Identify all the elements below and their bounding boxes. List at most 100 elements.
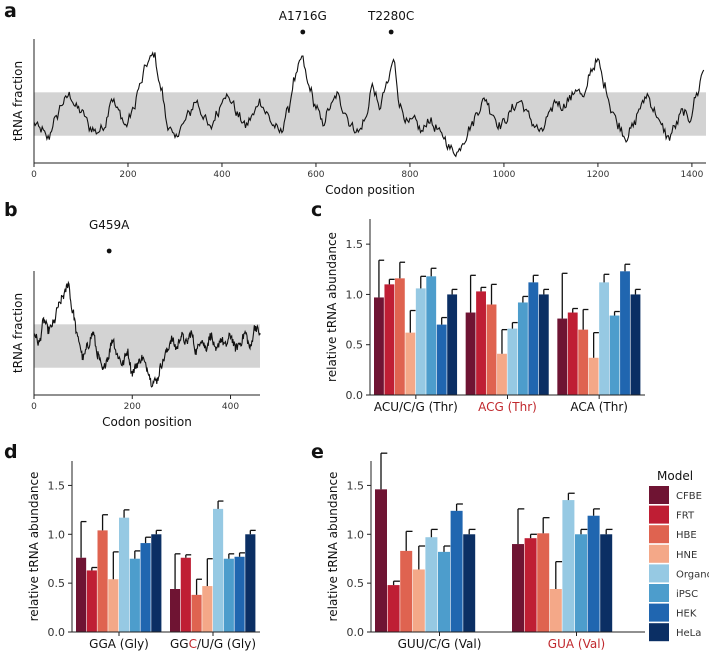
bar-organoids	[213, 508, 224, 632]
y-axis-label-c: relative tRNA abundance	[325, 232, 339, 382]
legend-entry-cfbe: CFBE	[676, 491, 702, 502]
bar-hbe	[537, 533, 550, 632]
bar-ipsc	[426, 276, 437, 395]
bar-frt	[180, 557, 191, 632]
bar-cfbe	[170, 589, 181, 632]
bar-frt	[86, 570, 97, 632]
bar-hbe	[578, 329, 589, 395]
bar-ipsc	[609, 315, 620, 395]
bar-cfbe	[374, 297, 384, 395]
bar-hela	[447, 294, 458, 395]
bar-frt	[567, 312, 578, 395]
bar-hela	[245, 534, 256, 632]
x-tick-label-a: 0	[31, 170, 37, 180]
bar-hela	[538, 294, 549, 395]
legend-entry-hela: HeLa	[676, 628, 701, 639]
bar-ipsc	[517, 302, 528, 395]
bar-frt	[524, 538, 537, 632]
x-tick-label-part: GUA (Val)	[548, 637, 605, 651]
x-tick-label-e: GUA (Val)	[548, 637, 605, 651]
mutation-label: G459A	[89, 218, 130, 232]
bar-ipsc	[438, 551, 450, 632]
bar-hne	[549, 589, 562, 632]
x-tick-label-c: ACA (Thr)	[570, 400, 628, 414]
y-tick-label-e: 0.5	[347, 577, 365, 590]
bar-cfbe	[465, 312, 476, 395]
bar-ipsc	[223, 558, 234, 632]
x-tick-label-a: 1000	[492, 170, 515, 180]
bar-hne	[588, 357, 599, 395]
x-tick-label-a: 1400	[680, 170, 703, 180]
x-tick-label-c: ACG (Thr)	[478, 400, 537, 414]
legend-swatch-hek	[649, 603, 669, 622]
bar-organoids	[425, 537, 438, 632]
x-tick-label-d: GGA (Gly)	[89, 637, 149, 651]
bar-hne	[497, 353, 507, 395]
reference-band-b	[34, 324, 260, 368]
y-tick-label-d: 0.5	[48, 577, 66, 590]
legend: Model CFBE FRT HBE HNE Organoids iPSC HEK HeLa	[649, 469, 709, 642]
x-tick-label-part: ACU/C/G (Thr)	[374, 400, 458, 414]
mutation-label: A1716G	[279, 9, 327, 23]
legend-entry-ipsc: iPSC	[676, 589, 698, 600]
legend-swatch-organoids	[649, 564, 669, 583]
legend-swatch-frt	[649, 505, 669, 524]
x-tick-label-part: GG	[170, 637, 189, 651]
bar-hela	[151, 534, 162, 632]
bar-cfbe	[512, 544, 524, 632]
bar-hbe	[486, 304, 497, 395]
legend-swatch-hela	[649, 623, 669, 642]
data-line-b	[33, 280, 261, 388]
x-tick-label-b: 200	[124, 402, 141, 412]
x-tick-label-a: 400	[213, 170, 230, 180]
bar-organoids	[562, 500, 575, 632]
bar-hbe	[97, 530, 108, 632]
x-tick-label-a: 1200	[586, 170, 609, 180]
x-axis-label-b: Codon position	[102, 415, 192, 429]
panel-label-d: d	[4, 441, 18, 463]
panel-label-e: e	[311, 441, 324, 463]
bar-cfbe	[76, 557, 87, 632]
x-tick-label-part: GGA (Gly)	[89, 637, 149, 651]
legend-swatch-cfbe	[649, 486, 669, 504]
legend-entry-frt: FRT	[676, 511, 695, 522]
y-tick-label-c: 0.0	[346, 389, 364, 402]
x-tick-label-a: 800	[401, 170, 418, 180]
y-tick-label-d: 1.0	[48, 528, 66, 541]
bar-frt	[387, 585, 400, 632]
y-tick-label-c: 1.0	[346, 288, 364, 301]
bar-organoids	[415, 288, 426, 395]
x-tick-label-part: ACG (Thr)	[478, 400, 537, 414]
bar-ipsc	[575, 534, 587, 632]
data-line-a	[33, 51, 705, 158]
mutation-marker	[300, 29, 306, 35]
mutation-label: T2280C	[367, 9, 414, 23]
legend-entry-hek: HEK	[676, 609, 697, 620]
y-axis-label-d: relative tRNA abundance	[27, 472, 41, 622]
y-tick-label-c: 1.5	[346, 238, 364, 251]
bar-hne	[412, 569, 425, 632]
bar-hela	[600, 534, 613, 632]
bar-cfbe	[557, 318, 568, 395]
y-axis-label-a: tRNA fraction	[11, 61, 25, 141]
legend-entry-hbe: HBE	[676, 530, 697, 541]
y-axis-label-b: tRNA fraction	[11, 293, 25, 373]
x-tick-label-e: GUU/C/G (Val)	[398, 637, 482, 651]
legend-title: Model	[657, 469, 693, 483]
legend-swatch-hne	[649, 544, 669, 563]
legend-swatch-ipsc	[649, 584, 669, 602]
bar-frt	[384, 284, 395, 395]
bar-hek	[436, 324, 447, 395]
y-tick-label-d: 1.5	[48, 479, 66, 492]
bar-hbe	[400, 550, 413, 632]
bar-organoids	[119, 517, 130, 632]
bar-hne	[405, 332, 416, 395]
y-tick-label-e: 1.5	[347, 479, 365, 492]
bar-frt	[476, 291, 486, 395]
x-tick-label-part: /U/G (Gly)	[197, 637, 256, 651]
panel-label-c: c	[311, 199, 322, 221]
legend-swatch-hbe	[649, 525, 669, 544]
mutation-marker	[106, 248, 112, 254]
bar-hek	[450, 510, 463, 632]
bar-organoids	[507, 328, 518, 395]
